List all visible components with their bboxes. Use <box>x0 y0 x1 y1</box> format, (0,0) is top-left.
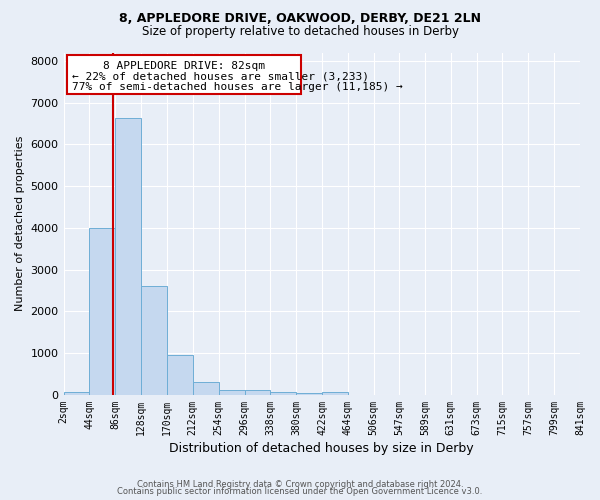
Text: 8, APPLEDORE DRIVE, OAKWOOD, DERBY, DE21 2LN: 8, APPLEDORE DRIVE, OAKWOOD, DERBY, DE21… <box>119 12 481 26</box>
Bar <box>271 392 296 395</box>
Bar <box>89 228 115 395</box>
Y-axis label: Number of detached properties: Number of detached properties <box>15 136 25 312</box>
Bar <box>245 390 271 395</box>
Text: Contains public sector information licensed under the Open Government Licence v3: Contains public sector information licen… <box>118 487 482 496</box>
Text: Size of property relative to detached houses in Derby: Size of property relative to detached ho… <box>142 25 458 38</box>
Bar <box>193 382 218 395</box>
Text: 77% of semi-detached houses are larger (11,185) →: 77% of semi-detached houses are larger (… <box>72 82 403 92</box>
Text: 8 APPLEDORE DRIVE: 82sqm: 8 APPLEDORE DRIVE: 82sqm <box>103 60 265 70</box>
Bar <box>64 392 89 395</box>
X-axis label: Distribution of detached houses by size in Derby: Distribution of detached houses by size … <box>169 442 474 455</box>
Bar <box>115 118 141 395</box>
Bar <box>167 355 193 395</box>
Bar <box>218 390 245 395</box>
Text: Contains HM Land Registry data © Crown copyright and database right 2024.: Contains HM Land Registry data © Crown c… <box>137 480 463 489</box>
Text: ← 22% of detached houses are smaller (3,233): ← 22% of detached houses are smaller (3,… <box>72 72 369 82</box>
Bar <box>322 392 348 395</box>
Bar <box>141 286 167 395</box>
FancyBboxPatch shape <box>67 54 301 94</box>
Bar <box>296 393 322 395</box>
